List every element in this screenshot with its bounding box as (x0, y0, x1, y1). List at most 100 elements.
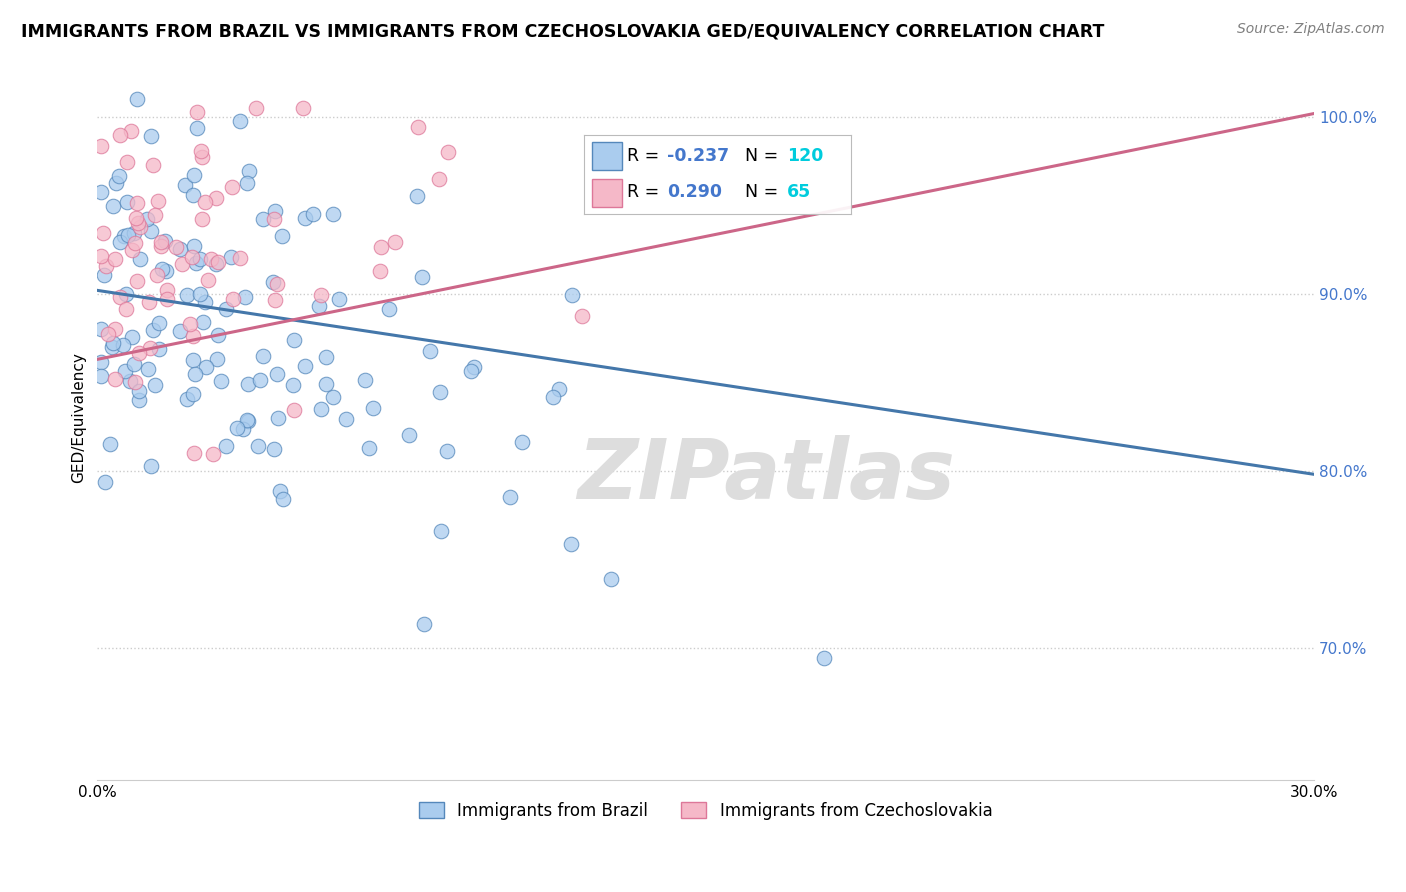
Point (183, 168, 205, 182)
Point (252, 211, 274, 226)
Point (264, 293, 287, 307)
Point (246, 439, 269, 453)
Point (368, 263, 391, 277)
Point (221, 180, 243, 194)
Point (148, 316, 170, 330)
Point (271, 492, 294, 507)
Point (384, 235, 406, 250)
Point (548, 382, 571, 396)
Point (186, 104, 208, 119)
Point (357, 441, 380, 455)
Point (335, 412, 357, 426)
Point (90, 355, 112, 369)
Point (145, 268, 167, 282)
Point (236, 176, 259, 190)
Point (232, 422, 254, 436)
FancyBboxPatch shape (592, 178, 621, 207)
Point (560, 536, 582, 550)
Point (263, 442, 285, 457)
Point (117, 227, 139, 242)
Point (90, 186, 112, 200)
Point (262, 275, 284, 289)
Point (141, 224, 163, 238)
Point (215, 301, 238, 316)
Point (97, 327, 120, 342)
Point (181, 328, 204, 343)
Point (245, 101, 267, 115)
Point (194, 294, 217, 309)
Point (190, 144, 212, 158)
Point (266, 367, 288, 381)
Point (121, 243, 143, 257)
Point (205, 352, 228, 367)
Point (150, 262, 173, 277)
Point (183, 239, 205, 253)
Point (291, 101, 314, 115)
Point (406, 120, 429, 135)
Point (136, 361, 159, 376)
Point (436, 444, 458, 458)
Point (219, 251, 242, 265)
Point (142, 323, 165, 337)
Point (108, 290, 131, 304)
Point (283, 403, 305, 417)
Point (430, 524, 453, 538)
Point (207, 327, 229, 342)
Point (104, 322, 127, 336)
Point (194, 360, 217, 375)
Point (181, 250, 204, 264)
Point (499, 491, 522, 505)
FancyBboxPatch shape (592, 142, 621, 170)
Point (267, 410, 290, 425)
Text: 65: 65 (787, 183, 811, 202)
Point (184, 256, 207, 270)
Point (129, 219, 152, 234)
Point (122, 357, 145, 371)
Point (114, 364, 136, 378)
Point (215, 439, 238, 453)
Point (115, 301, 138, 316)
Point (125, 274, 148, 288)
Point (122, 226, 145, 240)
Point (235, 413, 257, 427)
Point (128, 346, 150, 360)
Point (153, 235, 176, 249)
Point (98, 437, 121, 451)
Point (184, 368, 207, 382)
Point (205, 191, 228, 205)
Point (315, 350, 337, 364)
Text: Source: ZipAtlas.com: Source: ZipAtlas.com (1237, 22, 1385, 37)
Point (302, 207, 325, 221)
Point (124, 236, 146, 251)
Point (229, 251, 252, 265)
Point (222, 292, 245, 306)
Point (105, 176, 128, 190)
Point (165, 240, 187, 254)
Text: 0.290: 0.290 (666, 183, 723, 202)
Text: ZIPatlas: ZIPatlas (578, 435, 956, 516)
Text: N =: N = (745, 147, 783, 165)
Point (90, 369, 112, 384)
Point (103, 372, 125, 386)
Point (263, 212, 285, 227)
Point (103, 336, 125, 351)
Point (406, 189, 429, 203)
Point (110, 235, 132, 249)
Point (118, 374, 141, 388)
Point (156, 292, 179, 306)
Point (127, 196, 149, 211)
Point (226, 421, 249, 435)
Point (427, 171, 450, 186)
Point (361, 401, 384, 415)
Point (190, 151, 212, 165)
Point (197, 273, 219, 287)
Point (354, 373, 377, 387)
Point (419, 343, 441, 358)
Text: -0.237: -0.237 (666, 147, 730, 165)
Point (264, 204, 287, 219)
Point (322, 390, 344, 404)
Point (139, 341, 162, 355)
Text: 120: 120 (787, 147, 824, 165)
Point (411, 269, 433, 284)
Point (205, 257, 228, 271)
